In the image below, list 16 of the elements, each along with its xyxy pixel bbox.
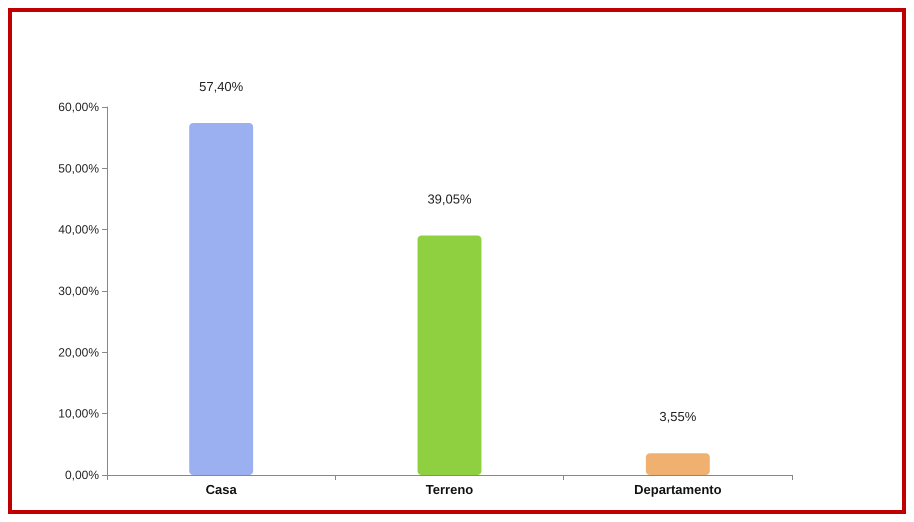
x-tick-label: Terreno	[426, 482, 474, 497]
x-tick-label: Departamento	[634, 482, 722, 497]
bar	[646, 453, 710, 475]
y-tick-label: 30,00%	[58, 284, 100, 298]
y-tick-label: 50,00%	[58, 161, 100, 176]
y-tick-label: 0,00%	[64, 468, 100, 482]
data-label: 39,05%	[427, 191, 472, 206]
y-tick-label: 60,00%	[58, 100, 100, 114]
y-tick-label: 10,00%	[58, 406, 100, 421]
data-label: 57,40%	[199, 78, 244, 94]
bar	[189, 122, 254, 475]
data-label: 3,55%	[659, 409, 697, 424]
y-tick-label: 40,00%	[58, 222, 100, 237]
y-tick-label: 20,00%	[58, 345, 100, 360]
bar	[418, 235, 482, 475]
x-tick-label: Casa	[206, 482, 238, 497]
